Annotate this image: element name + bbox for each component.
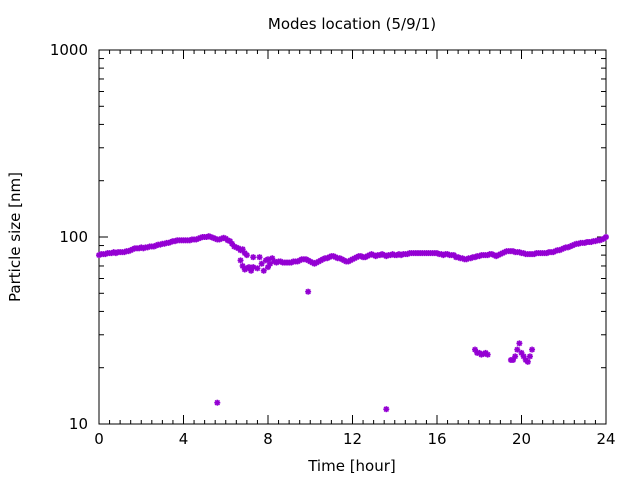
x-tick-label: 24 — [596, 430, 615, 448]
data-point-stroke — [227, 238, 233, 244]
data-point-stroke — [512, 353, 518, 360]
data-point — [516, 340, 523, 347]
data-point-stroke — [267, 260, 273, 267]
y-tick-label: 1000 — [50, 41, 88, 59]
data-point-stroke — [237, 257, 244, 264]
data-point-stroke — [383, 406, 390, 412]
data-point-stroke — [244, 252, 250, 258]
x-tick-label: 16 — [427, 430, 446, 448]
data-point — [603, 234, 609, 240]
data-point — [260, 267, 267, 274]
x-tick-label: 12 — [343, 430, 362, 448]
data-point-stroke — [239, 246, 246, 253]
data-point-stroke — [518, 350, 525, 356]
y-minor-ticks — [99, 58, 606, 369]
data-point — [526, 353, 533, 360]
data-point — [243, 252, 250, 259]
data-point-stroke — [269, 255, 275, 261]
data-point — [484, 351, 491, 358]
data-point — [237, 257, 244, 264]
data-points — [96, 233, 609, 413]
y-axis-label: Particle size [nm] — [6, 172, 24, 302]
data-point-stroke — [214, 399, 221, 406]
data-point-stroke — [258, 260, 265, 267]
x-tick-label: 20 — [512, 430, 531, 448]
data-point-stroke — [254, 265, 261, 272]
y-tick-label: 100 — [59, 228, 88, 246]
data-point-stroke — [472, 346, 478, 353]
y-ticks: 10 100 1000 — [50, 41, 606, 433]
data-point-stroke — [529, 346, 535, 353]
data-point-stroke — [250, 254, 256, 260]
data-point-stroke — [239, 263, 246, 269]
data-point-stroke — [525, 359, 531, 365]
plot-frame — [98, 49, 607, 425]
data-point — [383, 406, 390, 413]
x-ticks: 0 4 8 12 16 20 24 — [94, 50, 616, 448]
data-point-stroke — [261, 267, 267, 274]
data-point — [256, 254, 263, 261]
data-point-stroke — [484, 351, 491, 358]
data-point — [305, 288, 312, 295]
data-point — [258, 260, 265, 267]
data-point-stroke — [229, 241, 235, 247]
data-point — [524, 358, 531, 365]
x-tick-label: 8 — [263, 430, 273, 448]
data-point-stroke — [527, 353, 533, 360]
data-point-stroke — [520, 353, 527, 360]
data-point — [529, 346, 536, 353]
x-axis-label: Time [hour] — [307, 457, 396, 475]
data-point — [254, 265, 261, 272]
x-tick-label: 0 — [94, 430, 104, 448]
data-point — [214, 399, 221, 406]
y-tick-label: 10 — [69, 415, 88, 433]
x-minor-ticks — [109, 50, 596, 424]
data-point — [514, 346, 521, 353]
data-point-stroke — [256, 254, 263, 260]
data-point-stroke — [250, 264, 256, 270]
chart-title: Modes location (5/9/1) — [268, 15, 436, 33]
data-point-stroke — [305, 288, 311, 295]
data-point-stroke — [246, 264, 252, 270]
data-point — [250, 254, 257, 261]
x-tick-label: 4 — [179, 430, 189, 448]
data-point — [267, 260, 274, 267]
data-point-stroke — [514, 346, 521, 353]
data-point-stroke — [516, 340, 523, 347]
data-point-stroke — [603, 234, 609, 240]
data-point — [512, 353, 519, 360]
